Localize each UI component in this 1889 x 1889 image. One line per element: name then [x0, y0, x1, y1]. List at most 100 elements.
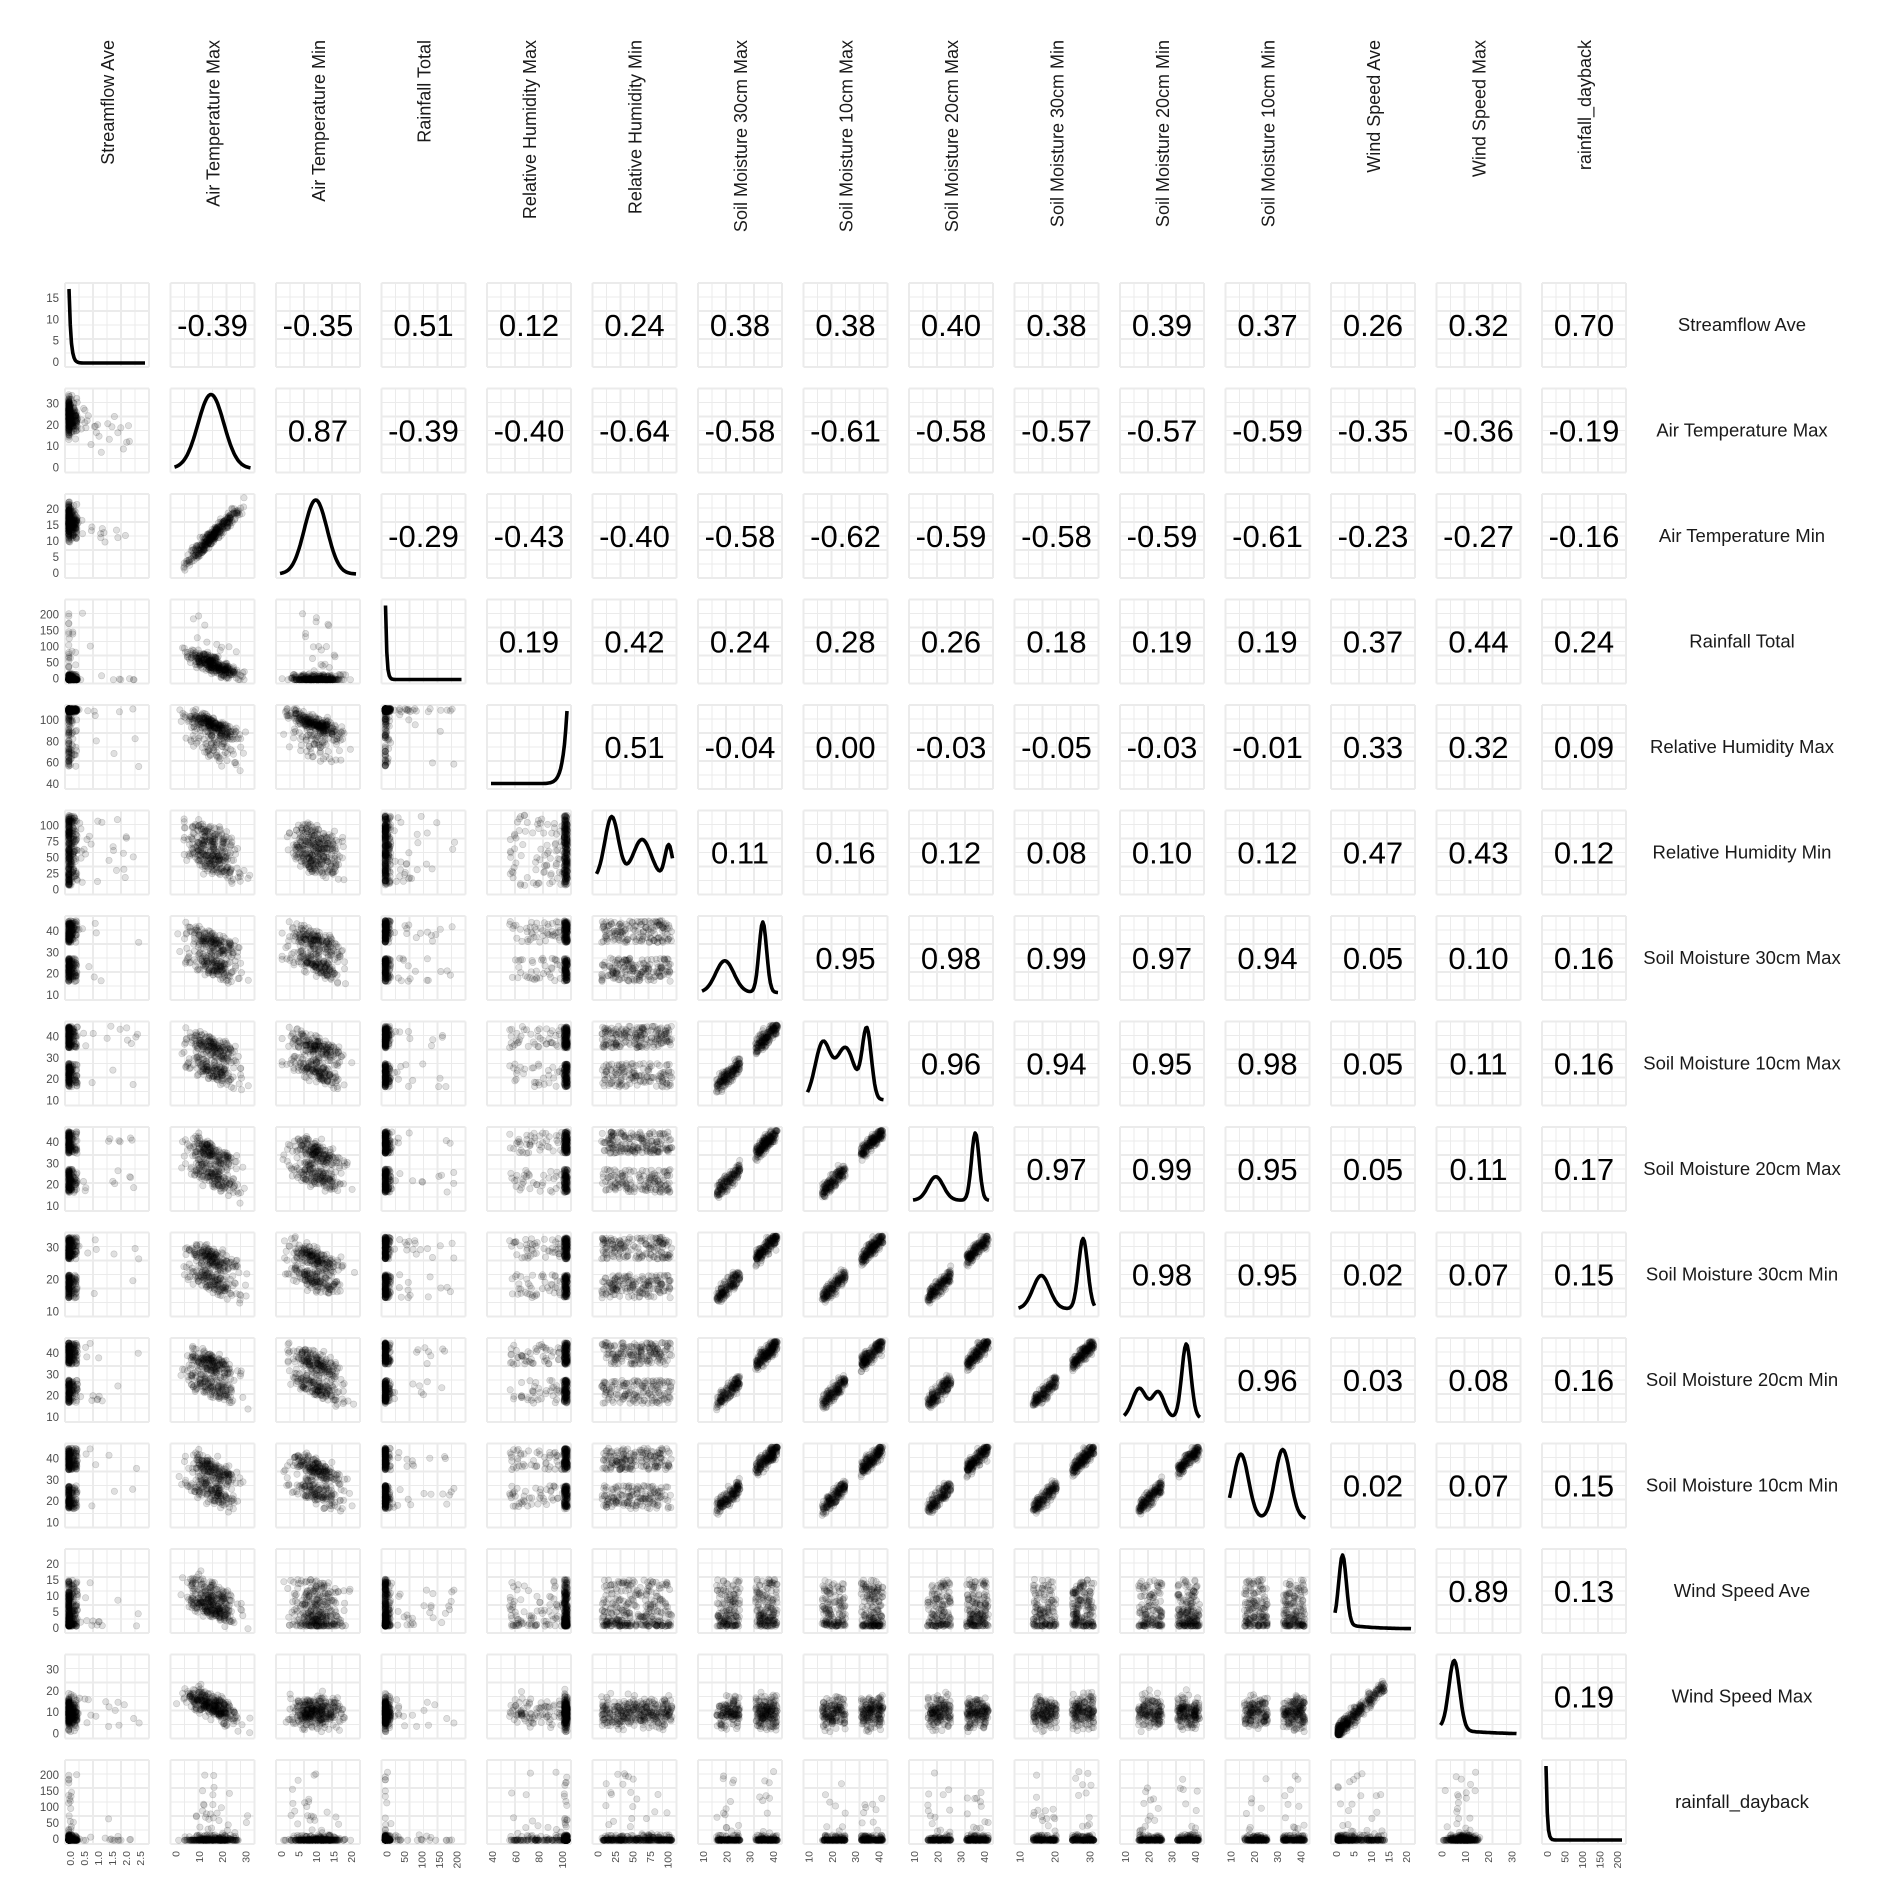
column-label: Relative Humidity Max: [520, 40, 540, 219]
correlation-label: 0.42: [604, 625, 664, 660]
data-point: [237, 768, 243, 774]
correlation-label: -0.19: [1549, 414, 1620, 449]
data-point: [66, 394, 72, 400]
correlation-label: 0.87: [288, 414, 348, 449]
data-point: [116, 709, 122, 715]
data-point: [69, 419, 75, 425]
panel: 0.70: [1542, 283, 1626, 367]
data-point: [66, 654, 72, 660]
data-point: [341, 730, 347, 736]
correlation-label: 0.12: [499, 308, 559, 343]
correlation-label: -0.64: [599, 414, 670, 449]
column-label: Air Temperature Max: [204, 40, 224, 207]
data-point: [66, 829, 72, 835]
correlation-label: -0.39: [177, 308, 248, 343]
data-point: [72, 436, 78, 442]
data-point: [66, 611, 72, 617]
data-point: [451, 761, 457, 767]
panel: -0.61: [1226, 494, 1310, 578]
panel: [65, 600, 149, 684]
data-point: [224, 757, 230, 763]
data-point: [308, 677, 314, 683]
panel: -0.29: [382, 494, 466, 578]
panel: [65, 705, 149, 789]
column-label: Soil Moisture 20cm Max: [942, 40, 962, 232]
data-point: [120, 446, 126, 452]
panel: -0.39: [171, 283, 255, 367]
data-point: [444, 707, 450, 713]
panel: [487, 705, 571, 789]
correlation-label: 0.33: [1343, 730, 1403, 765]
panel: 0.26: [909, 600, 993, 684]
panel: 0.18: [1015, 600, 1099, 684]
correlation-label: 0.39: [1132, 308, 1192, 343]
data-point: [382, 706, 388, 712]
data-point: [82, 407, 88, 413]
panel: 0.51: [593, 705, 677, 789]
panel: -0.59: [909, 494, 993, 578]
row-label: Soil Moisture 10cm Min: [1646, 1475, 1838, 1496]
panel: 0.32: [1437, 283, 1521, 367]
row-label: Soil Moisture 30cm Max: [1643, 947, 1841, 968]
correlation-label: 0.19: [1132, 625, 1192, 660]
panel: -0.61: [804, 389, 888, 473]
panel: 0.37: [1226, 283, 1310, 367]
data-point: [182, 567, 188, 573]
panel: [171, 600, 255, 684]
correlation-label: -0.35: [1338, 414, 1409, 449]
data-point: [298, 717, 304, 723]
panel: -0.57: [1015, 389, 1099, 473]
panel: [65, 494, 149, 578]
panel: [65, 811, 149, 895]
data-point: [130, 854, 136, 860]
data-point: [221, 740, 227, 746]
correlation-label: -0.29: [388, 519, 459, 554]
panel: -0.64: [593, 389, 677, 473]
data-point: [73, 662, 79, 668]
panel: [171, 705, 255, 789]
data-point: [286, 744, 292, 750]
data-point: [98, 673, 104, 679]
data-point: [85, 708, 91, 714]
panel: -0.35: [1331, 389, 1415, 473]
data-point: [198, 542, 204, 548]
data-point: [67, 676, 73, 682]
data-point: [279, 676, 285, 682]
correlation-label: -0.59: [1127, 519, 1198, 554]
data-point: [71, 752, 77, 758]
correlation-label: -0.03: [1127, 730, 1198, 765]
correlation-label: -0.36: [1443, 414, 1514, 449]
data-point: [72, 856, 78, 862]
column-label: rainfall_dayback: [1575, 39, 1596, 170]
data-point: [202, 651, 208, 657]
column-label: Air Temperature Min: [309, 40, 329, 202]
data-point: [106, 857, 112, 863]
correlation-label: 0.19: [1237, 625, 1297, 660]
data-point: [88, 441, 94, 447]
panel: -0.58: [1015, 494, 1099, 578]
data-point: [331, 652, 337, 658]
data-point: [293, 707, 299, 713]
correlation-label: 0.37: [1343, 625, 1403, 660]
data-point: [92, 423, 98, 429]
data-point: [195, 715, 201, 721]
data-point: [216, 671, 222, 677]
panel: -0.40: [593, 494, 677, 578]
data-point: [427, 706, 433, 712]
data-point: [234, 667, 240, 673]
panel: -0.36: [1437, 389, 1521, 473]
data-point: [347, 677, 353, 683]
panel: -0.16: [1542, 494, 1626, 578]
correlation-label: 0.28: [815, 625, 875, 660]
panel: [276, 494, 360, 578]
column-label: Soil Moisture 20cm Min: [1153, 40, 1173, 227]
data-point: [72, 530, 78, 536]
data-point: [136, 763, 142, 769]
row-label: Soil Moisture 30cm Min: [1646, 1264, 1838, 1285]
data-point: [68, 706, 74, 712]
panel: -0.59: [1226, 389, 1310, 473]
panel: -0.05: [1015, 705, 1099, 789]
data-point: [293, 677, 299, 683]
data-point: [339, 724, 345, 730]
